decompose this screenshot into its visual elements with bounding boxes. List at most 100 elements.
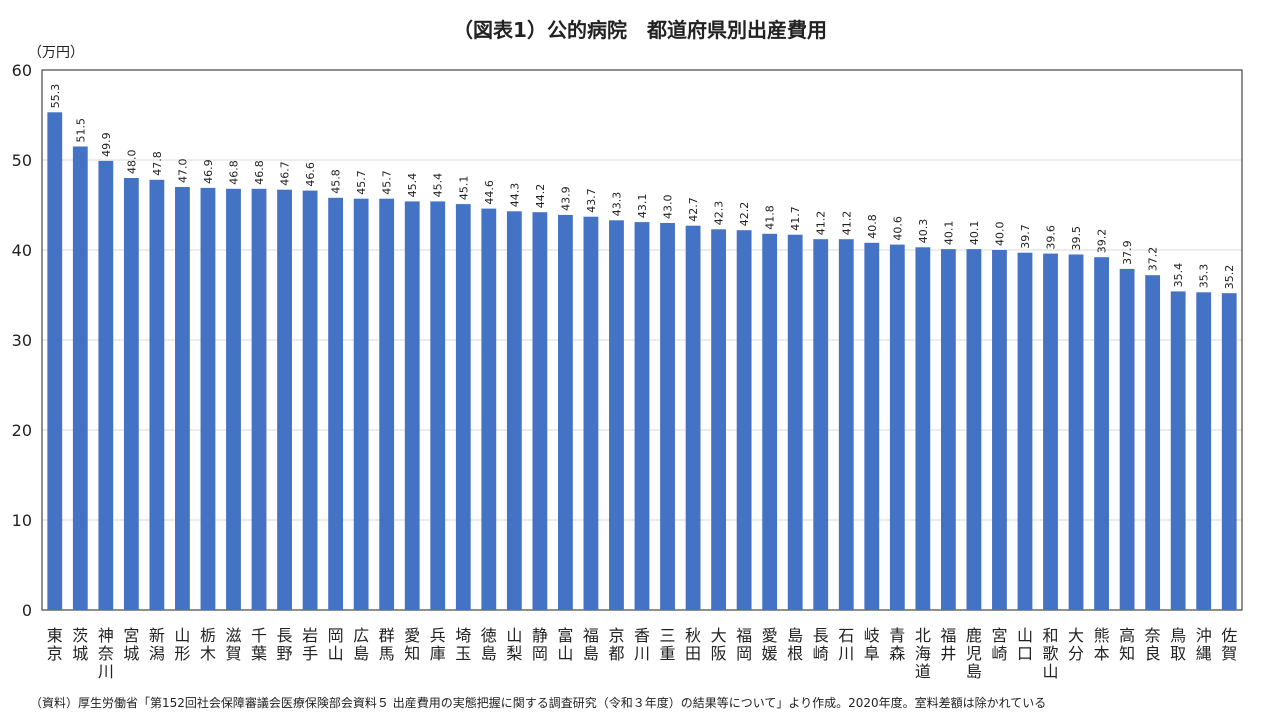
data-label: 39.7	[1019, 224, 1032, 249]
bar	[762, 233, 778, 611]
data-label: 46.9	[202, 159, 215, 184]
data-label: 55.3	[49, 84, 62, 109]
x-tick-label: 鹿児島	[966, 626, 982, 681]
x-tick-label: 福島	[583, 626, 599, 663]
y-axis-unit-label: （万円）	[28, 45, 84, 61]
data-label: 46.7	[279, 161, 292, 186]
bar	[711, 229, 726, 611]
x-tick-label: 群馬	[379, 626, 395, 663]
bar	[609, 220, 624, 611]
data-label: 42.7	[687, 197, 700, 222]
y-tick-label: 40	[12, 241, 32, 260]
bar	[889, 244, 905, 610]
x-tick-label: 福井	[940, 626, 956, 663]
y-tick-label: 0	[22, 601, 32, 620]
data-label: 44.3	[508, 183, 521, 208]
data-label: 45.7	[355, 170, 368, 195]
bar	[328, 197, 344, 611]
x-tick-label: 秋田	[685, 626, 701, 663]
x-tick-label: 富山	[557, 626, 573, 663]
x-tick-label: 徳島	[481, 626, 497, 663]
bar	[47, 112, 63, 611]
x-tick-label: 大分	[1068, 626, 1084, 663]
data-label: 41.8	[764, 205, 777, 230]
data-label: 51.5	[74, 118, 87, 143]
x-tick-label: 奈良	[1145, 626, 1161, 663]
data-label: 45.1	[457, 176, 470, 201]
bar	[149, 179, 165, 611]
bar	[302, 190, 318, 610]
x-tick-label: 福岡	[736, 626, 752, 663]
x-tick-label: 長野	[277, 626, 293, 663]
x-tick-label: 鳥取	[1170, 626, 1186, 663]
data-label: 40.1	[968, 221, 981, 246]
bar	[72, 146, 88, 610]
x-tick-label: 佐賀	[1221, 626, 1237, 663]
x-tick-label: 静岡	[532, 626, 548, 663]
data-label: 42.3	[713, 201, 726, 226]
data-label: 39.6	[1045, 225, 1058, 250]
bar	[1196, 292, 1212, 610]
data-label: 46.8	[253, 160, 266, 185]
data-label: 46.6	[304, 162, 317, 187]
x-tick-label: 滋賀	[225, 626, 241, 663]
data-label: 40.8	[866, 214, 879, 239]
data-label: 44.6	[483, 180, 496, 205]
x-tick-label: 岩手	[302, 626, 318, 663]
x-tick-label: 千葉	[251, 626, 267, 663]
data-label: 43.1	[636, 194, 649, 219]
data-label: 45.4	[432, 173, 445, 198]
data-label: 43.3	[610, 192, 623, 217]
bar	[583, 216, 599, 610]
x-tick-label: 新潟	[149, 626, 165, 663]
bar	[813, 239, 829, 610]
x-tick-label: 宮崎	[991, 626, 1007, 663]
data-label: 40.1	[942, 221, 955, 246]
chart-title: （図表1）公的病院 都道府県別出産費用	[453, 18, 827, 42]
bar	[226, 188, 241, 611]
bar	[1068, 254, 1084, 610]
bar	[200, 187, 216, 610]
data-label: 41.7	[789, 206, 802, 231]
data-label: 39.5	[1070, 226, 1083, 251]
x-tick-label: 石川	[838, 626, 854, 663]
y-tick-label: 60	[12, 61, 32, 80]
bar	[175, 187, 190, 610]
x-tick-label: 愛媛	[762, 626, 778, 663]
data-label: 40.3	[917, 219, 930, 244]
bar	[1094, 257, 1109, 610]
y-tick-label: 10	[12, 511, 32, 530]
data-label: 47.0	[176, 159, 189, 184]
data-label: 40.6	[891, 216, 904, 241]
x-tick-label: 香川	[634, 626, 650, 663]
y-tick-label: 20	[12, 421, 32, 440]
x-tick-label: 北海道	[915, 626, 931, 681]
y-tick-label: 50	[12, 151, 32, 170]
bar	[277, 189, 292, 610]
x-tick-label: 岡山	[328, 626, 344, 663]
source-footnote: （資料）厚生労働省「第152回社会保障審議会医療保険部会資料５ 出産費用の実態把…	[30, 696, 1047, 710]
x-tick-label: 東京	[47, 626, 63, 663]
x-tick-label: 山梨	[506, 626, 522, 663]
data-label: 35.2	[1223, 265, 1236, 290]
bar	[685, 225, 701, 610]
data-label: 43.9	[559, 186, 572, 211]
data-label: 42.2	[738, 202, 751, 227]
y-tick-label: 30	[12, 331, 32, 350]
bar	[787, 234, 803, 610]
bar	[838, 239, 854, 610]
x-tick-label: 埼玉	[455, 626, 471, 663]
x-tick-label: 兵庫	[430, 626, 446, 663]
data-label: 43.0	[662, 195, 675, 220]
data-label: 46.8	[227, 160, 240, 185]
x-tick-label: 大阪	[711, 626, 727, 663]
bar	[251, 188, 267, 611]
data-label: 45.7	[381, 170, 394, 195]
x-tick-label: 山口	[1017, 626, 1033, 663]
data-label: 35.3	[1198, 264, 1211, 289]
x-tick-label: 熊本	[1094, 626, 1110, 663]
bar	[660, 223, 675, 610]
bar	[1145, 275, 1161, 610]
bar	[98, 160, 114, 610]
